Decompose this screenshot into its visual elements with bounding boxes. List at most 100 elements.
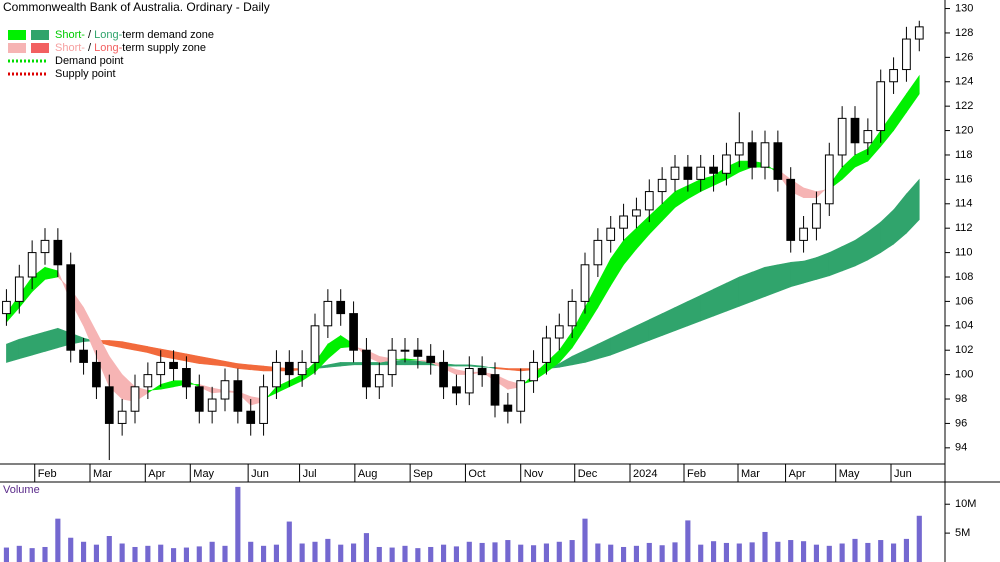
candle-body xyxy=(529,361,538,382)
legend-text: / xyxy=(85,29,94,41)
volume-bar xyxy=(428,546,434,562)
candle-body xyxy=(464,368,474,394)
zone-segment xyxy=(31,331,46,356)
candle-body xyxy=(246,410,256,424)
volume-bar xyxy=(209,541,215,562)
volume-bar xyxy=(543,543,549,562)
volume-bar xyxy=(801,541,807,562)
volume-bar xyxy=(42,546,48,562)
volume-bar xyxy=(582,518,588,562)
chart-title: Commonwealth Bank of Australia. Ordinary… xyxy=(3,0,270,14)
candle-body xyxy=(747,142,757,168)
zone-segment xyxy=(250,364,264,372)
volume-bar xyxy=(723,542,729,562)
zone-segment xyxy=(777,261,792,293)
y-tick-label: 122 xyxy=(955,100,973,112)
volume-bar xyxy=(608,544,614,562)
volume-bar xyxy=(299,543,305,562)
zone-segment xyxy=(803,257,817,284)
candle-body xyxy=(362,349,371,388)
volume-bar xyxy=(273,544,279,562)
volume-bar xyxy=(29,548,35,562)
bands xyxy=(6,74,920,406)
volume-bar xyxy=(363,533,369,562)
y-tick-label: 112 xyxy=(955,222,973,234)
candle-body xyxy=(760,142,770,168)
candle-body xyxy=(374,374,384,388)
volume-bar xyxy=(81,541,87,562)
zone-segment xyxy=(18,335,33,360)
volume-bar xyxy=(93,544,99,562)
volume-bar xyxy=(865,542,871,562)
volume-bar xyxy=(325,538,331,562)
x-tick-label: Oct xyxy=(468,468,485,480)
x-tick-label: Apr xyxy=(148,468,165,480)
x-tick-label: 2024 xyxy=(633,468,657,480)
candles xyxy=(2,20,924,461)
y-tick-label: 128 xyxy=(955,27,973,39)
zone-segment xyxy=(816,252,830,280)
candle-body xyxy=(2,300,11,315)
volume-bar xyxy=(518,544,524,562)
volume-bar xyxy=(119,543,125,562)
zone-segment xyxy=(237,363,252,371)
y-tick-label: 106 xyxy=(955,295,973,307)
y-tick-label: 126 xyxy=(955,51,973,63)
candle-body xyxy=(40,239,50,254)
volume-bar xyxy=(916,515,922,562)
y-tick-label: 98 xyxy=(955,393,967,405)
candle-body xyxy=(156,361,166,376)
candle-body xyxy=(683,166,693,180)
x-tick-label: Sep xyxy=(413,468,433,480)
volume-bar xyxy=(16,545,22,562)
y-tick-label: 108 xyxy=(955,271,973,283)
y-tick-label: 110 xyxy=(955,246,973,258)
candle-body xyxy=(259,386,268,424)
x-tick-label: Mar xyxy=(93,468,112,480)
candle-body xyxy=(696,166,706,180)
candle-body xyxy=(477,368,487,376)
x-tick-label: Nov xyxy=(524,468,544,480)
volume-bar xyxy=(415,548,421,562)
zone-segment xyxy=(456,364,470,367)
y-tick-label: 100 xyxy=(955,369,973,381)
volume-bar xyxy=(132,546,138,562)
candle-body xyxy=(349,313,358,351)
legend-text: / xyxy=(85,42,94,54)
volume-bar xyxy=(672,542,678,562)
zone-segment xyxy=(738,271,753,307)
volume-tick-label: 5M xyxy=(955,527,970,539)
candle-body xyxy=(387,349,397,376)
candle-body xyxy=(27,252,37,278)
volume-bar xyxy=(145,545,151,562)
legend-text: Short- xyxy=(55,42,85,54)
candle-body xyxy=(310,325,320,363)
candle-body xyxy=(786,178,796,241)
x-tick-label: May xyxy=(839,468,860,480)
x-tick-label: Jun xyxy=(251,468,269,480)
legend-swatch xyxy=(31,30,49,40)
volume-bar xyxy=(633,545,639,562)
volume-bar xyxy=(338,544,344,562)
volume-bar xyxy=(479,542,485,562)
zone-segment xyxy=(726,276,740,312)
volume-bar xyxy=(646,542,652,562)
candle-body xyxy=(644,191,654,211)
x-tick-label: Dec xyxy=(578,468,598,480)
x-tick-label: Apr xyxy=(789,468,806,480)
volume-bar xyxy=(736,543,742,562)
volume-bar xyxy=(698,544,704,562)
volume-bar xyxy=(312,541,318,562)
volume-bar xyxy=(158,544,164,562)
y-tick-label: 94 xyxy=(955,442,967,454)
candle-body xyxy=(413,349,423,357)
candle-body xyxy=(169,361,178,370)
candle-body xyxy=(889,69,898,83)
x-tick-label: May xyxy=(193,468,214,480)
candle-body xyxy=(554,325,564,339)
candle-body xyxy=(297,361,307,376)
legend-label: Supply point xyxy=(55,68,116,80)
